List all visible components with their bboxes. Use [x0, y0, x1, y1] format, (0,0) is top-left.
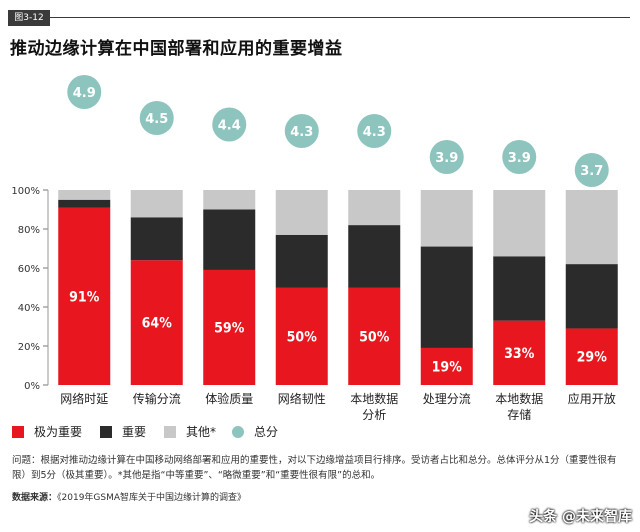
- legend-swatch: [12, 426, 24, 438]
- y-tick-label: 100%: [11, 186, 40, 197]
- y-tick-label: 20%: [18, 342, 40, 353]
- x-tick-label: 分析: [362, 408, 386, 420]
- bar-segment-extremely-important: [420, 347, 473, 385]
- x-tick-label: 体验质量: [205, 391, 253, 406]
- data-label: 19%: [432, 359, 463, 375]
- x-tick-label: 处理分流: [423, 392, 471, 406]
- bar-segment-other: [493, 190, 546, 257]
- data-label: 59%: [214, 320, 245, 336]
- bar-segment-other: [420, 190, 473, 247]
- score-label: 3.9: [435, 151, 458, 166]
- score-label: 4.4: [218, 119, 241, 134]
- figure-tag: 图3-12: [8, 10, 50, 26]
- x-tick-label: 本地数据: [495, 391, 543, 406]
- figure-rule: [50, 17, 630, 18]
- x-tick-label: 存储: [507, 407, 531, 420]
- y-tick-label: 40%: [18, 303, 40, 314]
- score-label: 4.9: [73, 86, 96, 101]
- y-tick-label: 0%: [24, 381, 40, 392]
- legend-label: 极为重要: [34, 425, 83, 439]
- score-label: 4.3: [290, 125, 313, 140]
- bar-segment-other: [203, 190, 256, 210]
- legend-swatch: [164, 426, 176, 438]
- watermark: 头条 @未来智库: [529, 509, 632, 525]
- bar-segment-important: [58, 199, 111, 208]
- legend-label: 其他*: [186, 425, 217, 439]
- bar-segment-important: [275, 234, 328, 288]
- bar-segment-important: [565, 264, 618, 329]
- bar-segment-extremely-important: [130, 260, 183, 385]
- stacked-bar-chart: 0% 20% 40% 60% 80% 100% 91% 4.9 网络时延 64% 4.5 传输分流 59…: [11, 75, 618, 420]
- legend-swatch: [100, 426, 112, 438]
- score-label: 4.3: [363, 125, 386, 140]
- bar-segment-extremely-important: [565, 328, 618, 385]
- bar-segment-extremely-important: [203, 269, 256, 385]
- source-text: 《2019年GSMA智库关于中国边缘计算的调查》: [57, 493, 247, 503]
- bar-segment-extremely-important: [348, 287, 401, 385]
- score-label: 3.7: [580, 164, 603, 179]
- bar-segment-extremely-important: [275, 287, 328, 385]
- score-bubble: [139, 101, 174, 135]
- x-tick-label: 网络韧性: [278, 391, 326, 406]
- bar-segment-other: [130, 190, 183, 218]
- x-tick-label: 传输分流: [133, 391, 181, 406]
- bar-segment-important: [493, 256, 546, 321]
- bar-segment-other: [275, 190, 328, 235]
- score-bubble: [67, 75, 102, 109]
- score-bubble: [502, 140, 537, 174]
- data-label: 91%: [69, 289, 100, 305]
- score-bubble: [284, 114, 319, 148]
- x-tick-label: 网络时延: [60, 391, 108, 406]
- score-bubble: [357, 114, 392, 148]
- x-tick-label: 应用开放: [568, 391, 616, 406]
- bar-segment-other: [565, 190, 618, 265]
- legend-label: 总分: [254, 425, 279, 439]
- bar-segment-important: [420, 246, 473, 348]
- data-label: 50%: [359, 329, 390, 345]
- data-label: 64%: [142, 316, 173, 332]
- legend-swatch: [232, 426, 244, 438]
- score-bubble: [429, 140, 464, 174]
- score-bubble: [574, 153, 609, 187]
- data-label: 50%: [287, 329, 318, 345]
- score-label: 4.5: [145, 112, 168, 127]
- bar-segment-other: [348, 190, 401, 226]
- data-source: 数据来源：《2019年GSMA智库关于中国边缘计算的调查》: [12, 490, 246, 503]
- data-label: 29%: [577, 350, 608, 366]
- y-tick-label: 60%: [18, 264, 40, 275]
- bar-segment-other: [58, 190, 111, 200]
- score-label: 3.9: [508, 151, 531, 166]
- chart-title: 推动边缘计算在中国部署和应用的重要增益: [10, 39, 343, 59]
- source-label: 数据来源：: [12, 493, 58, 503]
- bar-segment-extremely-important: [493, 320, 546, 385]
- x-tick-label: 本地数据: [350, 391, 398, 406]
- bar-segment-important: [130, 217, 183, 261]
- legend-label: 重要: [122, 425, 147, 439]
- data-label: 33%: [504, 346, 535, 362]
- bar-segment-important: [203, 209, 256, 270]
- score-bubble: [212, 107, 247, 142]
- chart-note: 问题：根据对推动边缘计算在中国移动网络部署和应用的重要性，对以下边缘增益项目行排…: [12, 455, 617, 481]
- bar-segment-extremely-important: [58, 207, 111, 385]
- bar-segment-important: [348, 225, 401, 288]
- y-tick-label: 80%: [18, 225, 40, 236]
